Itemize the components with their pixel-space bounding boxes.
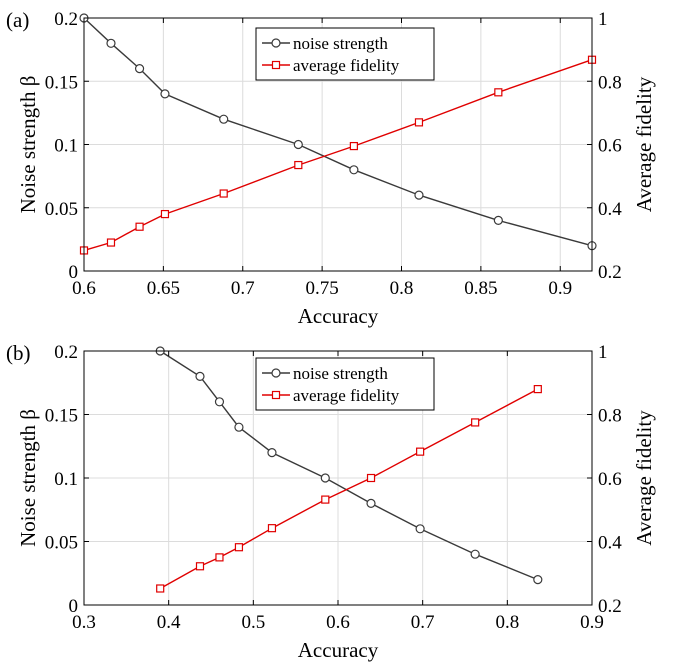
- average-fidelity-point: [135, 222, 144, 231]
- x-tick-label: 0.85: [464, 278, 497, 299]
- legend-box: [255, 357, 435, 411]
- noise-strength-point: [293, 139, 303, 150]
- average-fidelity-point: [294, 160, 303, 170]
- x-tick-label: 0.5: [241, 612, 265, 633]
- noise-strength-point: [134, 63, 145, 74]
- x-tick-label: 0.8: [495, 612, 519, 633]
- noise-strength-point: [160, 89, 170, 99]
- average-fidelity-point: [366, 473, 376, 483]
- chart-panel-a: 0.6 0.65 0.7 0.75 0.8 0.85 0.9 0 0.05 0.1 0.15 0.2 0…: [6, 8, 656, 328]
- y-tick-label-left: 0.1: [54, 469, 78, 490]
- legend: noise strength average fidelity: [255, 27, 435, 81]
- noise-strength-line: [159, 350, 539, 581]
- average-fidelity-point: [349, 141, 358, 151]
- y-tick-label-right: 0.4: [598, 199, 622, 220]
- x-tick-label: 0.4: [157, 612, 181, 633]
- y-tick-label-left: 0.05: [45, 199, 78, 220]
- y-tick-label-right: 0.2: [598, 596, 622, 617]
- y-tick-label-right: 1: [598, 9, 608, 30]
- panel-label: (a): [6, 8, 29, 32]
- average-fidelity-point: [195, 562, 205, 571]
- y-tick-label-right: 1: [598, 342, 608, 363]
- average-fidelity-point: [219, 189, 228, 198]
- x-axis-label: Accuracy: [298, 638, 379, 662]
- noise-strength-point: [414, 190, 424, 200]
- legend-entry-label: average fidelity: [293, 386, 400, 405]
- noise-strength-point: [366, 498, 376, 508]
- noise-strength-point: [533, 574, 543, 585]
- average-fidelity-point: [106, 238, 116, 247]
- x-tick-label: 0.75: [306, 278, 339, 299]
- x-tick-label: 0.6: [72, 278, 96, 299]
- x-tick-label: 0.9: [580, 612, 604, 633]
- y-tick-label-right: 0.4: [598, 533, 622, 554]
- legend-swatch-marker: [271, 368, 281, 378]
- y-tick-label-right: 0.6: [598, 469, 622, 490]
- panel-label: (b): [6, 341, 31, 365]
- x-tick-label: 0.7: [411, 612, 435, 633]
- noise-strength-point: [320, 473, 330, 483]
- y-axis-label-right: Average fidelity: [632, 76, 656, 212]
- y-tick-label-right: 0.2: [598, 262, 622, 283]
- average-fidelity-point: [321, 495, 330, 504]
- legend: noise strength average fidelity: [255, 357, 435, 411]
- y-tick-label-left: 0: [69, 262, 79, 283]
- noise-strength-point: [349, 165, 359, 175]
- chart-panel-b: 0.3 0.4 0.5 0.6 0.7 0.8 0.9 0 0.05 0.1 0.15 0.2 0.2 0…: [6, 341, 656, 662]
- x-tick-label: 0.65: [147, 278, 180, 299]
- noise-strength-point: [234, 422, 244, 432]
- average-fidelity-point: [234, 543, 244, 552]
- y-tick-label-left: 0.05: [45, 533, 78, 554]
- average-fidelity-point: [471, 418, 480, 427]
- legend-entry-label: noise strength: [293, 364, 388, 383]
- noise-strength-point: [415, 524, 425, 534]
- noise-strength-point: [195, 371, 205, 381]
- y-tick-label-left: 0.2: [54, 9, 78, 30]
- y-tick-label-left: 0: [69, 596, 79, 617]
- x-tick-label: 0.6: [326, 612, 350, 633]
- y-tick-label-right: 0.8: [598, 406, 622, 427]
- legend-entry-label: noise strength: [293, 34, 388, 53]
- average-fidelity-line: [83, 59, 593, 252]
- average-fidelity-point: [494, 88, 503, 97]
- y-tick-label-left: 0.15: [45, 72, 78, 93]
- average-fidelity-line: [159, 388, 539, 590]
- average-fidelity-point: [160, 209, 170, 219]
- average-fidelity-point: [533, 385, 542, 394]
- noise-strength-point: [470, 549, 480, 559]
- x-tick-label: 0.7: [231, 278, 255, 299]
- noise-strength-point: [106, 38, 116, 48]
- legend-entry-label: average fidelity: [293, 56, 400, 75]
- noise-strength-point: [219, 114, 229, 124]
- noise-strength-point: [267, 448, 277, 458]
- noise-strength-point: [214, 397, 225, 407]
- x-axis-label: Accuracy: [298, 304, 379, 328]
- x-tick-label: 0.9: [548, 278, 572, 299]
- y-tick-label-right: 0.6: [598, 136, 622, 157]
- average-fidelity-point: [267, 524, 277, 533]
- average-fidelity-point: [416, 447, 425, 456]
- y-tick-label-left: 0.1: [54, 136, 78, 157]
- noise-strength-point: [493, 215, 503, 225]
- legend-swatch-marker: [271, 390, 281, 400]
- x-tick-label: 0.3: [72, 612, 96, 633]
- legend-swatch-marker: [271, 38, 281, 48]
- y-axis-label-left: Noise strength β: [16, 76, 40, 214]
- y-tick-label-right: 0.8: [598, 72, 622, 93]
- average-fidelity-point: [414, 118, 424, 127]
- y-tick-label-left: 0.2: [54, 342, 78, 363]
- y-axis-label-left: Noise strength β: [16, 409, 40, 547]
- average-fidelity-point: [215, 553, 224, 562]
- y-tick-label-left: 0.15: [45, 406, 78, 427]
- legend-box: [255, 27, 435, 81]
- x-tick-label: 0.8: [390, 278, 414, 299]
- legend-swatch-marker: [271, 60, 281, 70]
- average-fidelity-point: [156, 584, 165, 593]
- noise-strength-line: [83, 17, 593, 247]
- y-axis-label-right: Average fidelity: [632, 410, 656, 546]
